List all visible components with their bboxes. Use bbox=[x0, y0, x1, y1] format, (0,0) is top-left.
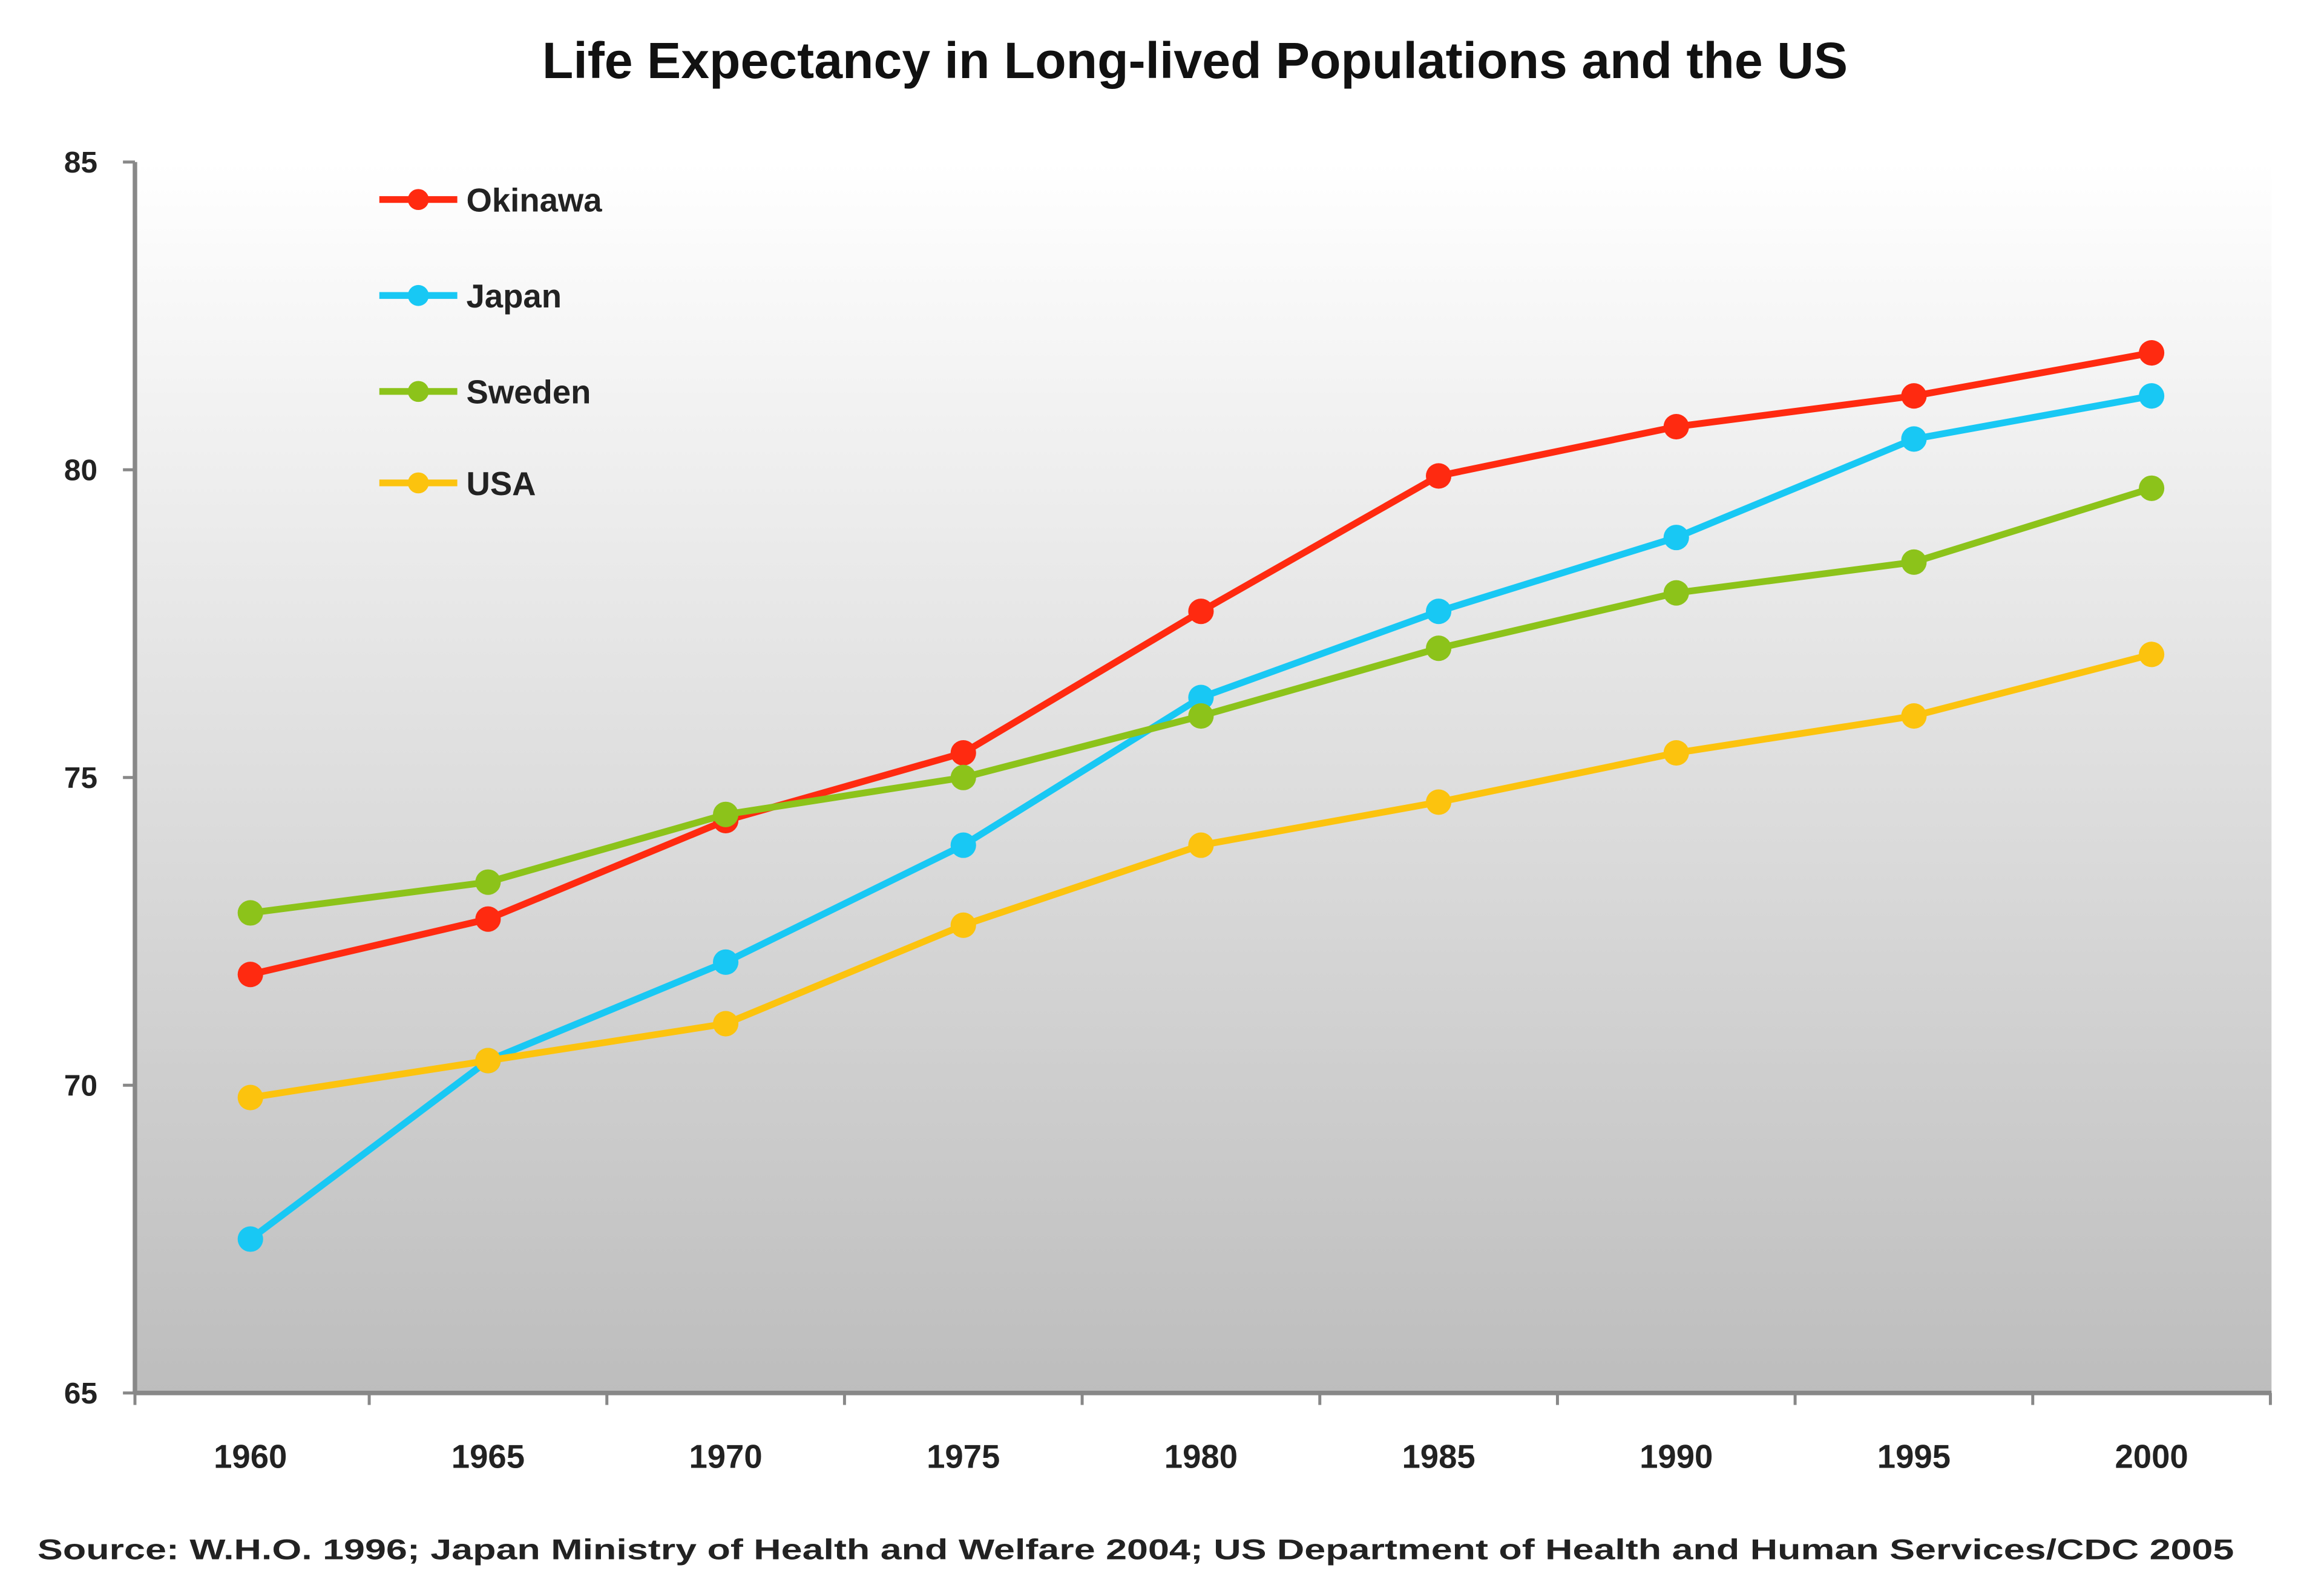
data-point bbox=[1188, 832, 1214, 858]
legend-label: Sweden bbox=[466, 374, 591, 411]
data-point bbox=[2139, 340, 2165, 366]
legend-swatch-marker bbox=[407, 189, 429, 211]
data-point bbox=[475, 1048, 501, 1074]
x-tick-label: 1970 bbox=[689, 1439, 762, 1475]
data-point bbox=[713, 801, 739, 827]
y-tick-label: 80 bbox=[64, 454, 97, 487]
data-point bbox=[1663, 740, 1689, 766]
source-note: Source: W.H.O. 1996; Japan Ministry of H… bbox=[38, 1534, 2234, 1566]
y-tick-label: 70 bbox=[64, 1069, 97, 1103]
data-point bbox=[475, 869, 501, 895]
data-point bbox=[237, 1226, 263, 1252]
legend-item-usa: USA bbox=[379, 465, 536, 502]
data-point bbox=[1663, 414, 1689, 440]
x-tick-label: 1975 bbox=[927, 1439, 1000, 1475]
data-point bbox=[1188, 599, 1214, 625]
data-point bbox=[1188, 703, 1214, 729]
legend-item-okinawa: Okinawa bbox=[379, 182, 602, 219]
x-tick-label: 1960 bbox=[214, 1439, 287, 1475]
data-point bbox=[950, 912, 976, 938]
legend-swatch-marker bbox=[407, 472, 429, 494]
data-point bbox=[237, 1084, 263, 1111]
plot-area bbox=[134, 162, 2272, 1393]
x-tick-label: 1965 bbox=[451, 1439, 525, 1475]
data-point bbox=[237, 962, 263, 988]
x-tick-label: 1980 bbox=[1164, 1439, 1238, 1475]
data-point bbox=[1426, 635, 1452, 661]
x-tick-label: 1985 bbox=[1402, 1439, 1475, 1475]
data-point bbox=[1663, 580, 1689, 606]
data-point bbox=[1426, 463, 1452, 489]
series-sweden bbox=[237, 475, 2165, 926]
data-point bbox=[950, 764, 976, 790]
legend-item-japan: Japan bbox=[379, 278, 562, 315]
data-point bbox=[2139, 475, 2165, 501]
data-point bbox=[1901, 549, 1927, 575]
legend-swatch-marker bbox=[407, 284, 429, 306]
x-tick-label: 1990 bbox=[1640, 1439, 1713, 1475]
series-japan bbox=[237, 383, 2165, 1252]
x-tick-label: 1995 bbox=[1877, 1439, 1951, 1475]
data-point bbox=[2139, 383, 2165, 409]
y-tick-label: 75 bbox=[64, 761, 97, 795]
legend-label: USA bbox=[466, 465, 536, 502]
data-point bbox=[475, 906, 501, 932]
data-point bbox=[1426, 789, 1452, 815]
x-tick-label: 2000 bbox=[2115, 1439, 2188, 1475]
data-point bbox=[237, 900, 263, 926]
legend-label: Okinawa bbox=[466, 182, 602, 219]
legend-label: Japan bbox=[466, 278, 562, 315]
legend-item-sweden: Sweden bbox=[379, 374, 591, 411]
data-point bbox=[950, 740, 976, 766]
data-point bbox=[2139, 641, 2165, 668]
series-usa bbox=[237, 641, 2165, 1111]
data-point bbox=[1901, 703, 1927, 729]
data-point bbox=[1901, 383, 1927, 409]
data-point bbox=[1663, 525, 1689, 551]
data-point bbox=[950, 832, 976, 858]
data-point bbox=[1188, 684, 1214, 710]
data-point bbox=[713, 1011, 739, 1037]
y-tick-label: 65 bbox=[64, 1377, 97, 1410]
y-tick-label: 85 bbox=[64, 146, 97, 179]
legend-swatch-marker bbox=[407, 381, 429, 402]
data-point bbox=[1426, 599, 1452, 625]
data-point bbox=[1901, 426, 1927, 452]
chart-title: Life Expectancy in Long-lived Population… bbox=[542, 32, 1848, 89]
data-point bbox=[713, 949, 739, 975]
